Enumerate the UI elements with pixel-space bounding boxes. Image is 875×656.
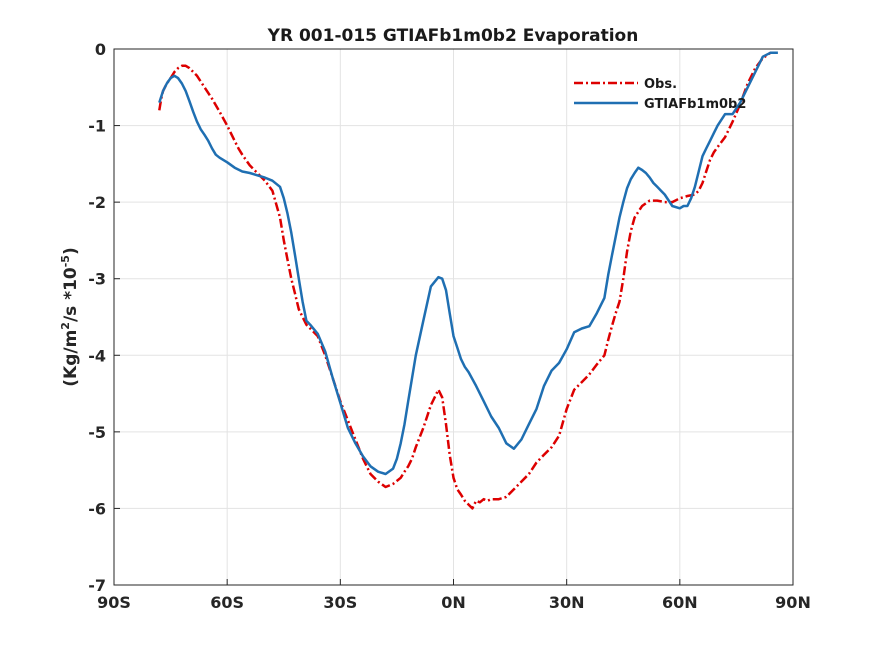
y-tick-label: -4 [88, 346, 106, 365]
grid [114, 49, 793, 585]
series-layer [158, 51, 778, 510]
y-tick-label: -1 [88, 117, 106, 136]
legend: Obs. GTIAFb1m0b2 [574, 77, 746, 112]
y-axis-label-base: (Kg/m [61, 330, 81, 387]
chart-title: YR 001-015 GTIAFb1m0b2 Evaporation [267, 26, 639, 46]
y-tick-label: -3 [88, 270, 106, 289]
y-axis-label-sup2: -5 [59, 255, 72, 267]
y-axis-label: (Kg/m2/s *10-5) [59, 247, 81, 387]
x-tick-label: 0N [441, 593, 466, 612]
y-tick-label: -5 [88, 423, 106, 442]
y-tick-label: 0 [95, 40, 106, 59]
y-tick-label: -6 [88, 499, 106, 518]
legend-label-obs: Obs. [644, 77, 677, 92]
x-axis: 90S 60S 30S 0N 30N 60N 90N [97, 579, 811, 612]
x-tick-label: 90N [775, 593, 811, 612]
x-tick-label: 90S [97, 593, 131, 612]
x-tick-label: 30S [323, 593, 357, 612]
y-tick-label: -2 [88, 193, 106, 212]
y-axis-label-end: ) [61, 247, 81, 255]
series-line-obs [158, 51, 778, 510]
y-axis-label-sup1: 2 [59, 322, 72, 330]
legend-label-model: GTIAFb1m0b2 [644, 97, 746, 112]
x-tick-label: 30N [549, 593, 585, 612]
x-tick-label: 60S [210, 593, 244, 612]
y-axis: 0 -1 -2 -3 -4 -5 -6 -7 [88, 40, 120, 595]
series-line-model [158, 51, 778, 476]
y-axis-label-mid: /s *10 [61, 267, 81, 322]
x-tick-label: 60N [662, 593, 698, 612]
y-tick-label: -7 [88, 576, 106, 595]
